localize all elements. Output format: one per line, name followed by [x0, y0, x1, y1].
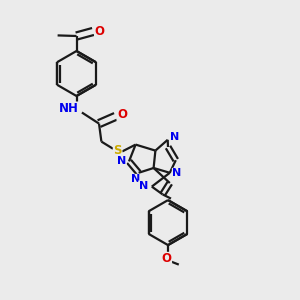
Text: S: S	[113, 144, 122, 157]
Text: O: O	[117, 107, 127, 121]
Text: O: O	[161, 252, 172, 266]
Text: O: O	[94, 25, 105, 38]
Text: N: N	[172, 168, 182, 178]
Text: NH: NH	[59, 102, 79, 115]
Text: N: N	[117, 156, 126, 167]
Text: N: N	[170, 132, 179, 142]
Text: N: N	[139, 181, 148, 191]
Text: N: N	[131, 174, 140, 184]
